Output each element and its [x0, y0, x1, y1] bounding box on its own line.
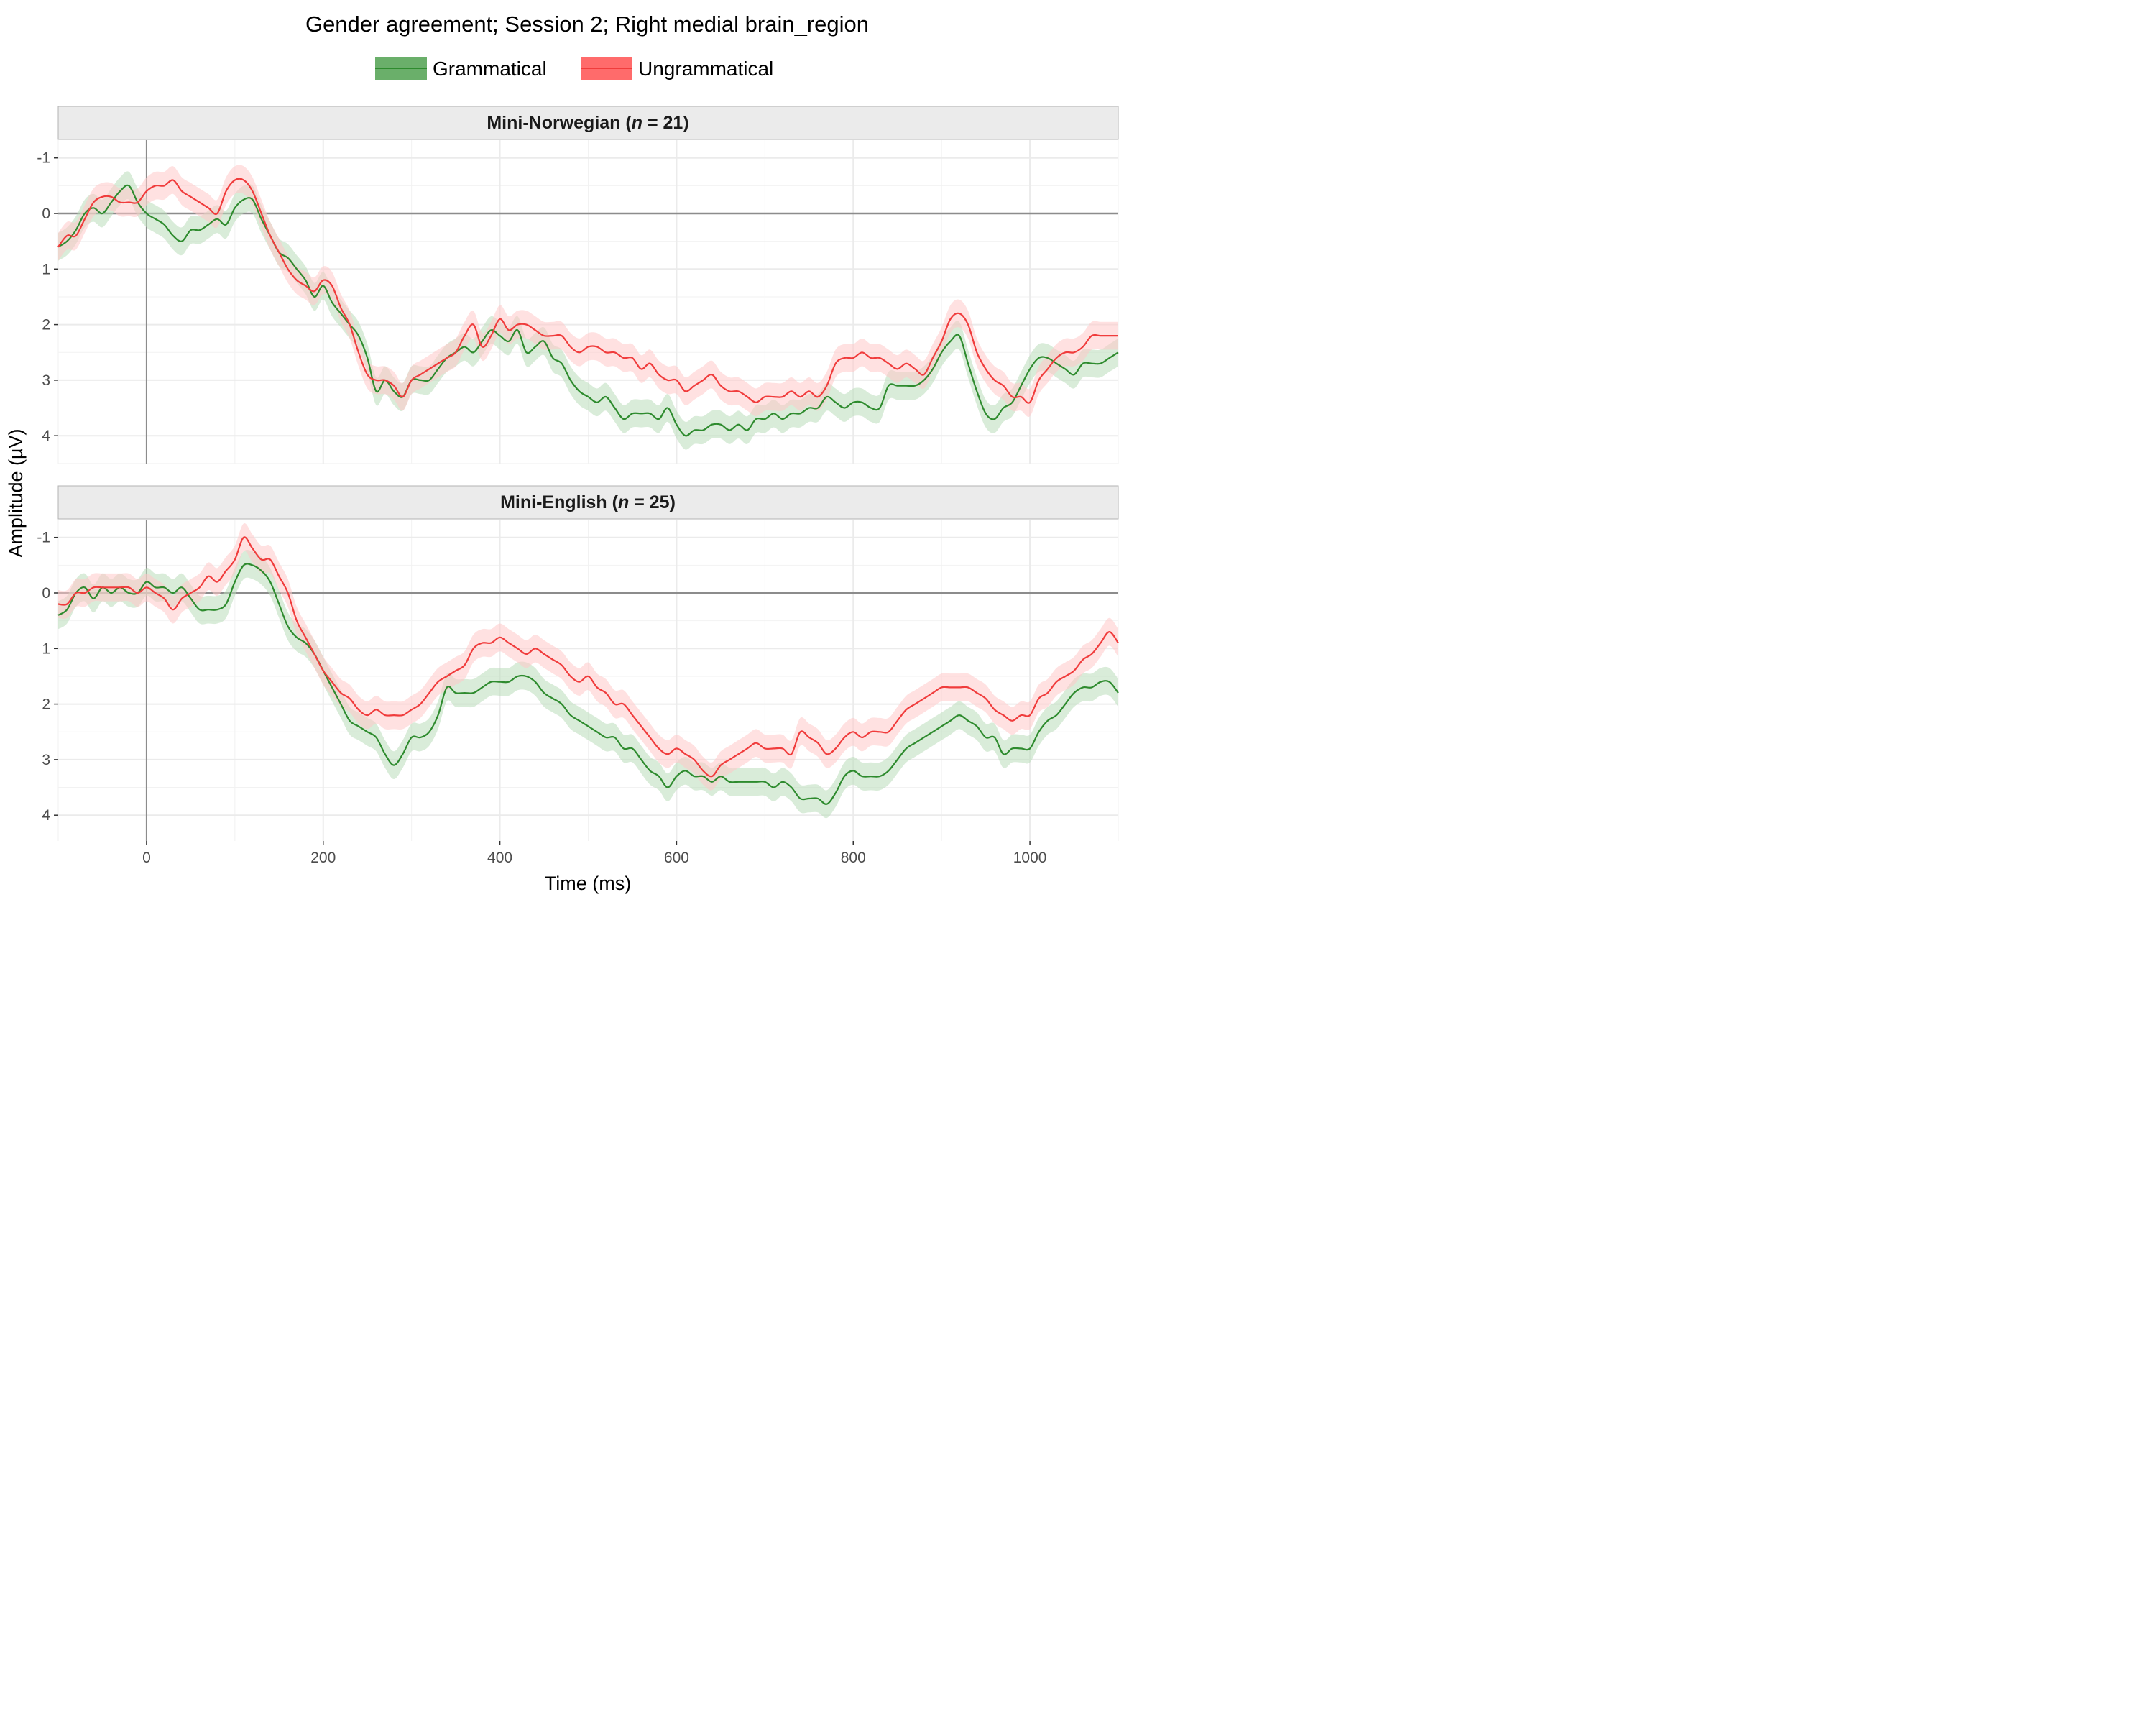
y-tick-label: -1 [37, 150, 50, 167]
y-tick-label: -1 [37, 530, 50, 546]
strip-label-main: Mini-English ( [500, 492, 619, 512]
x-tick-label: 1000 [1013, 850, 1047, 866]
strip-label-n: n [632, 113, 642, 133]
strip-label-rest: = 25) [629, 492, 676, 512]
y-axis-mini-english: -1 0 1 2 3 4 [37, 530, 58, 824]
x-tick-label: 200 [310, 850, 336, 866]
legend: Grammatical Ungrammatical [375, 57, 773, 80]
x-tick-label: 800 [841, 850, 866, 866]
legend-label-ungrammatical: Ungrammatical [638, 58, 773, 80]
x-axis-title: Time (ms) [545, 873, 631, 894]
series-line-ungrammatical [57, 178, 1118, 404]
y-tick-label: 0 [42, 585, 50, 602]
y-tick-label: 2 [42, 696, 50, 713]
y-tick-label: 1 [42, 640, 50, 657]
ribbon-grammatical [58, 171, 1118, 450]
ribbon-ungrammatical [58, 165, 1118, 417]
strip-mini-english [57, 485, 1119, 520]
x-tick-label: 0 [142, 850, 151, 866]
strip-label-main: Mini-Norwegian ( [487, 113, 632, 133]
chart-title: Gender agreement; Session 2; Right media… [305, 12, 869, 37]
ribbon-grammatical [58, 549, 1118, 819]
plot-area-mini-norwegian [57, 140, 1119, 464]
x-tick-label: 600 [664, 850, 689, 866]
y-axis-title: Amplitude (µV) [5, 428, 27, 557]
y-axis-mini-norwegian: -1 0 1 2 3 4 [37, 150, 58, 444]
y-tick-label: 3 [42, 372, 50, 389]
ribbon-ungrammatical [58, 523, 1118, 791]
strip-label-rest: = 21) [642, 113, 689, 133]
strip-mini-norwegian [57, 106, 1119, 140]
series-line-ungrammatical [57, 536, 1119, 778]
strip-label-n: n [618, 492, 629, 512]
erp-chart: Gender agreement; Session 2; Right media… [0, 0, 1126, 901]
x-axis: 0 200 400 600 800 1000 [142, 841, 1046, 866]
strip-label-mini-norwegian: Mini-Norwegian (n = 21) [487, 113, 688, 133]
y-tick-label: 2 [42, 317, 50, 334]
y-tick-label: 4 [42, 428, 50, 444]
y-tick-label: 3 [42, 752, 50, 768]
panel-mini-norwegian: Mini-Norwegian (n = 21) -1 0 1 2 3 4 [37, 106, 1119, 464]
strip-label-mini-english: Mini-English (n = 25) [500, 492, 676, 512]
legend-label-grammatical: Grammatical [433, 58, 547, 80]
y-tick-label: 1 [42, 261, 50, 277]
panel-mini-english: Mini-English (n = 25) -1 0 1 2 3 4 [37, 485, 1119, 841]
plot-area-mini-english [57, 520, 1119, 841]
y-tick-label: 0 [42, 206, 50, 222]
series-line-grammatical [57, 184, 1119, 437]
series-line-grammatical [57, 563, 1119, 805]
y-tick-label: 4 [42, 807, 50, 824]
x-tick-label: 400 [487, 850, 512, 866]
